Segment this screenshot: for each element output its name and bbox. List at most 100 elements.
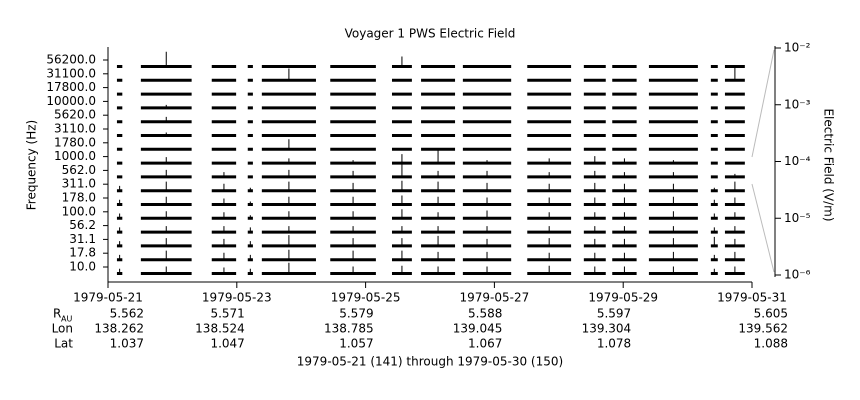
y2-tick-label: 10⁻⁵ bbox=[784, 211, 811, 225]
channel-segment bbox=[247, 134, 253, 137]
x-tick-label: 1979-05-21 bbox=[73, 291, 143, 305]
channel-segment bbox=[648, 120, 698, 124]
channel-segment bbox=[527, 78, 572, 82]
channel-segment bbox=[710, 175, 718, 179]
channel-segment bbox=[247, 268, 253, 275]
channel-segment bbox=[583, 106, 606, 110]
channel-segment bbox=[648, 78, 698, 82]
x-axis-label: 1979-05-21 (141) through 1979-05-30 (150… bbox=[297, 355, 563, 369]
channel-segment bbox=[462, 134, 512, 137]
channel-segment bbox=[261, 106, 316, 110]
channel-segment bbox=[724, 266, 745, 275]
channel-segment bbox=[527, 212, 572, 220]
channel-segment bbox=[612, 147, 637, 151]
channel-segment bbox=[612, 172, 637, 179]
channel-segment bbox=[421, 251, 456, 262]
channel-segment bbox=[583, 252, 606, 262]
channel-segment bbox=[261, 120, 316, 124]
ephemeris-value: 5.579 bbox=[339, 307, 373, 321]
channel-segment bbox=[391, 195, 412, 206]
channel-segment bbox=[116, 161, 123, 165]
x-tick-label: 1979-05-31 bbox=[717, 291, 787, 305]
y-tick-label: 10000.0 bbox=[46, 94, 96, 108]
channel-segment bbox=[211, 120, 237, 124]
channel-segment bbox=[140, 181, 192, 193]
channel-segment bbox=[648, 147, 698, 151]
channel-segment bbox=[140, 157, 192, 165]
channel-segment bbox=[391, 209, 412, 220]
ephemeris-value: 139.304 bbox=[582, 322, 632, 336]
ephemeris-value: 1.078 bbox=[597, 337, 631, 351]
ephemeris-value: 139.562 bbox=[738, 322, 788, 336]
channel-segment bbox=[116, 120, 123, 124]
channel-segment bbox=[391, 238, 412, 248]
channel-segment bbox=[140, 196, 192, 206]
channel-segment bbox=[116, 65, 123, 68]
channel-segment bbox=[710, 227, 718, 234]
channel-segment bbox=[421, 106, 456, 110]
y2-tick-label: 10⁻³ bbox=[784, 97, 811, 111]
channel-segment bbox=[116, 106, 123, 110]
channel-segment bbox=[724, 238, 745, 248]
channel-segment bbox=[421, 134, 456, 137]
channel-segment bbox=[391, 160, 412, 179]
ephemeris-label-subscript: AU bbox=[61, 315, 72, 324]
channel-segment bbox=[261, 68, 316, 82]
channel-segment bbox=[211, 78, 237, 82]
channel-segment bbox=[421, 226, 456, 234]
channel-segment bbox=[583, 182, 606, 193]
channel-segment bbox=[330, 92, 376, 96]
y-tick-label: 1780.0 bbox=[54, 135, 96, 149]
y-tick-label: 56200.0 bbox=[46, 53, 96, 67]
channel-segment bbox=[612, 120, 637, 124]
channel-segment bbox=[462, 197, 512, 206]
ephemeris-value: 138.262 bbox=[94, 322, 144, 336]
channel-segment bbox=[648, 266, 698, 275]
channel-segment bbox=[247, 215, 253, 220]
ephemeris-value: 5.597 bbox=[597, 307, 631, 321]
channel-segment bbox=[330, 226, 376, 234]
channel-segment bbox=[583, 147, 606, 151]
channel-segment bbox=[261, 139, 316, 151]
channel-segment bbox=[261, 158, 316, 165]
channel-segment bbox=[391, 56, 412, 68]
ephemeris-value: 1.057 bbox=[339, 337, 373, 351]
channel-segment bbox=[211, 92, 237, 96]
channel-segment bbox=[462, 182, 512, 193]
channel-segment bbox=[527, 158, 572, 165]
channel-segment bbox=[710, 65, 718, 68]
channel-segment bbox=[462, 210, 512, 220]
channel-segment bbox=[462, 251, 512, 262]
channel-segment bbox=[612, 106, 637, 110]
channel-segment bbox=[211, 147, 237, 151]
channel-segment bbox=[330, 160, 376, 165]
channel-segment bbox=[724, 212, 745, 220]
channel-segment bbox=[583, 92, 606, 96]
channel-segment bbox=[462, 238, 512, 248]
channel-segment bbox=[330, 266, 376, 275]
channel-segment bbox=[648, 211, 698, 220]
channel-segment bbox=[247, 227, 253, 234]
y-tick-label: 562.0 bbox=[62, 163, 96, 177]
channel-segment bbox=[211, 161, 237, 165]
channel-segment bbox=[612, 65, 637, 68]
channel-segment bbox=[648, 238, 698, 248]
channel-segment bbox=[612, 212, 637, 220]
y-tick-label: 17.8 bbox=[69, 246, 96, 260]
channel-segment bbox=[583, 212, 606, 220]
channel-segment bbox=[247, 147, 253, 151]
x-tick-label: 1979-05-23 bbox=[202, 291, 272, 305]
channel-segment bbox=[527, 120, 572, 124]
channel-segment bbox=[391, 265, 412, 275]
channel-segment bbox=[140, 92, 192, 96]
channel-segment bbox=[527, 106, 572, 110]
channel-segment bbox=[724, 181, 745, 193]
channel-segment bbox=[462, 226, 512, 234]
channel-segment bbox=[710, 199, 718, 206]
channel-segment bbox=[462, 147, 512, 151]
channel-segment bbox=[261, 211, 316, 220]
channel-segment bbox=[116, 241, 123, 248]
channel-segment bbox=[421, 92, 456, 96]
channel-segment bbox=[211, 183, 237, 193]
